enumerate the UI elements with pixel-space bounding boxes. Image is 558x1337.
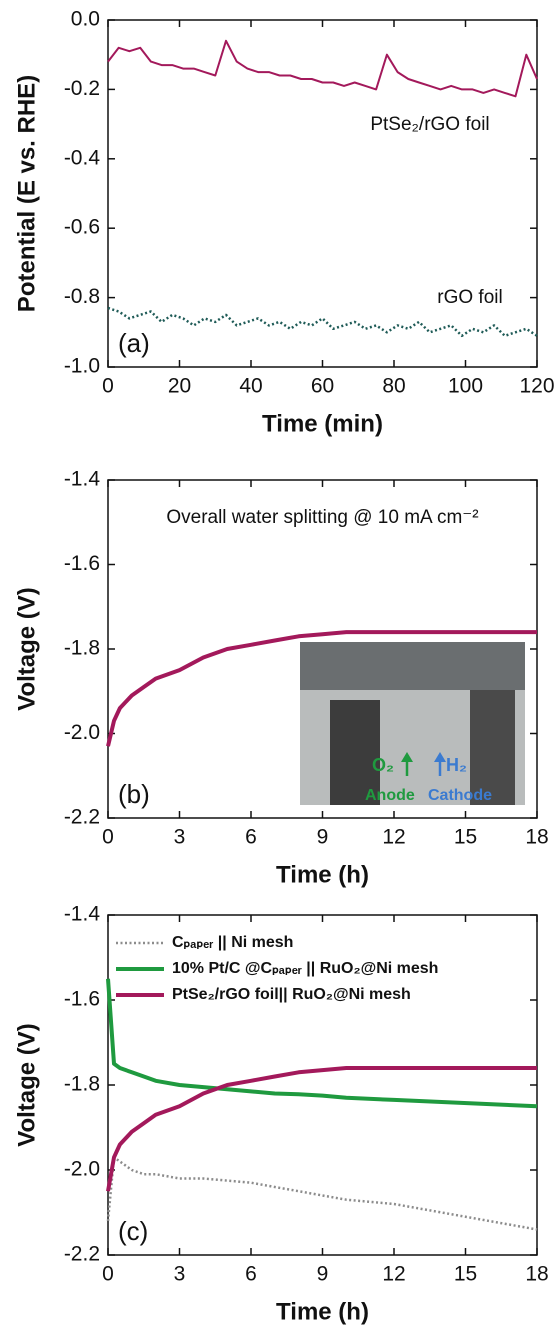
y-tick-label: -0.6 [64,216,100,239]
legend-label: PtSe₂/rGO foil|| RuO₂@Ni mesh [172,986,411,1003]
data-line [106,1156,538,1231]
data-line [107,39,538,98]
plot-frame [107,19,538,368]
y-tick-label: 0.0 [71,8,100,31]
data-line [107,306,538,338]
panel-label: (a) [118,328,150,358]
x-tick-label: 60 [311,375,334,398]
y-tick-label: -2.2 [64,1243,100,1266]
x-tick-label: 12 [382,1263,405,1286]
y-axis-title: Voltage (V) [13,1023,40,1147]
panel-label: (b) [118,779,150,809]
y-axis-title: Voltage (V) [13,587,40,711]
inset-label: H₂ [446,755,467,775]
inset-label: Cathode [428,787,492,804]
x-tick-label: 0 [102,1263,114,1286]
x-tick-label: 20 [168,375,191,398]
data-line [106,630,537,747]
data-line [106,1066,537,1192]
y-tick-label: -2.2 [64,806,100,829]
y-tick-label: -1.8 [64,637,100,660]
x-tick-label: 18 [525,1263,548,1286]
x-tick-label: 12 [382,826,405,849]
x-axis-title: Time (h) [276,1298,369,1325]
x-tick-label: 6 [245,1263,257,1286]
x-tick-label: 6 [245,826,257,849]
x-tick-label: 0 [102,375,114,398]
inset-label: O₂ [372,755,394,775]
x-tick-label: 3 [174,826,186,849]
inset-top [300,642,525,690]
y-tick-label: -1.4 [64,468,101,491]
y-tick-label: -0.4 [64,146,101,169]
y-tick-label: -0.8 [64,285,100,308]
o2-arrowhead [401,752,413,762]
annotation: Overall water splitting @ 10 mA cm⁻² [166,507,478,528]
x-tick-label: 3 [174,1263,186,1286]
panel-label: (c) [118,1216,148,1246]
y-tick-label: -1.8 [64,1073,100,1096]
inset-label: Anode [365,787,415,804]
data-line [106,978,538,1109]
x-tick-label: 9 [317,826,329,849]
x-tick-label: 9 [317,1263,329,1286]
x-tick-label: 100 [448,375,483,398]
x-tick-label: 15 [454,826,477,849]
y-axis-title: Potential (E vs. RHE) [13,75,40,312]
x-tick-label: 18 [525,826,548,849]
x-tick-label: 15 [454,1263,477,1286]
x-tick-label: 0 [102,826,114,849]
x-tick-label: 40 [239,375,262,398]
y-tick-label: -2.0 [64,1158,100,1181]
inset-photo: O₂ H₂ Anode Cathode [300,642,525,805]
x-tick-label: 80 [382,375,405,398]
y-tick-label: -1.6 [64,988,100,1011]
y-tick-label: -0.2 [64,77,100,100]
y-tick-label: -1.0 [64,355,100,378]
y-tick-label: -1.4 [64,903,101,926]
series-label: rGO foil [437,287,502,308]
h2-arrowhead [434,752,446,762]
cathode-electrode [470,690,515,805]
x-axis-title: Time (min) [262,410,383,437]
anode-electrode [330,700,380,805]
y-tick-label: -1.6 [64,552,100,575]
x-axis-title: Time (h) [276,861,369,888]
y-tick-label: -2.0 [64,721,100,744]
x-tick-label: 120 [519,375,554,398]
legend-label: Cₚₐₚₑᵣ || Ni mesh [172,934,293,951]
series-label: PtSe₂/rGO foil [370,114,489,135]
legend-label: 10% Pt/C @Cₚₐₚₑᵣ || RuO₂@Ni mesh [172,960,438,977]
